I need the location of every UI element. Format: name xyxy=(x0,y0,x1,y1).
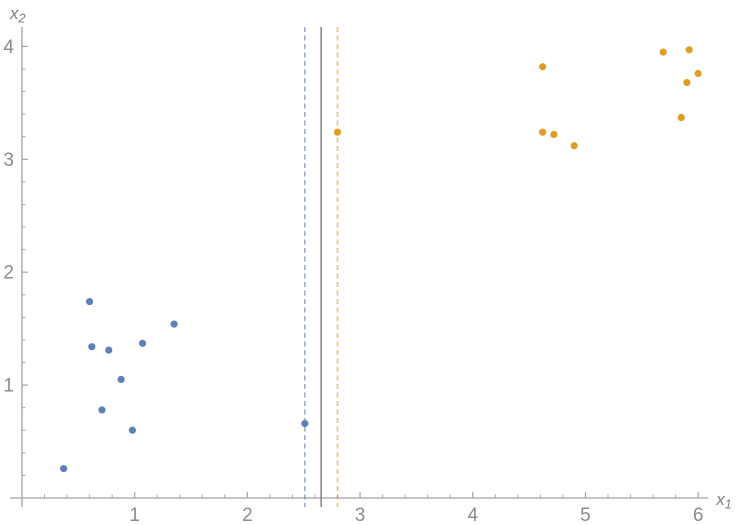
y-tick-label: 3 xyxy=(3,150,14,171)
data-point-blue-class xyxy=(117,375,125,384)
y-axis-label-subscript: 2 xyxy=(18,12,26,26)
y-axis-label: x2 xyxy=(9,4,26,26)
data-point-orange-class xyxy=(677,113,685,122)
x-tick-label: 4 xyxy=(467,505,478,525)
data-point-blue-class xyxy=(138,339,147,347)
data-point-orange-class xyxy=(550,130,558,139)
x-tick-label: 1 xyxy=(129,505,140,525)
data-point-blue-class xyxy=(98,406,106,414)
x-tick-label: 6 xyxy=(693,505,704,525)
data-point-blue-class xyxy=(85,297,94,306)
data-point-blue-class xyxy=(170,320,178,328)
data-point-orange-class xyxy=(539,63,547,71)
data-point-orange-class xyxy=(694,69,702,78)
y-tick-label: 2 xyxy=(3,263,14,284)
data-point-orange-class xyxy=(659,48,667,56)
x-tick-label: 2 xyxy=(242,505,253,525)
x-axis-label-base: x xyxy=(715,490,725,509)
data-point-blue-class xyxy=(301,419,309,428)
data-point-blue-class xyxy=(128,426,137,434)
data-point-orange-class xyxy=(685,46,693,54)
y-tick-label: 1 xyxy=(3,376,14,397)
data-point-blue-class xyxy=(60,465,68,473)
data-point-blue-class xyxy=(88,343,96,351)
x-tick-label: 5 xyxy=(580,505,591,525)
data-point-orange-class xyxy=(570,142,578,150)
x-axis-label-subscript: 1 xyxy=(725,497,732,511)
x-tick-label: 3 xyxy=(355,505,366,525)
data-point-orange-class xyxy=(333,128,342,136)
data-point-orange-class xyxy=(539,128,547,136)
x-axis-label: x1 xyxy=(715,490,731,512)
y-tick-label: 4 xyxy=(3,37,14,58)
y-axis-label-base: x xyxy=(9,4,19,23)
data-point-orange-class xyxy=(683,78,691,87)
data-point-blue-class xyxy=(105,346,113,354)
